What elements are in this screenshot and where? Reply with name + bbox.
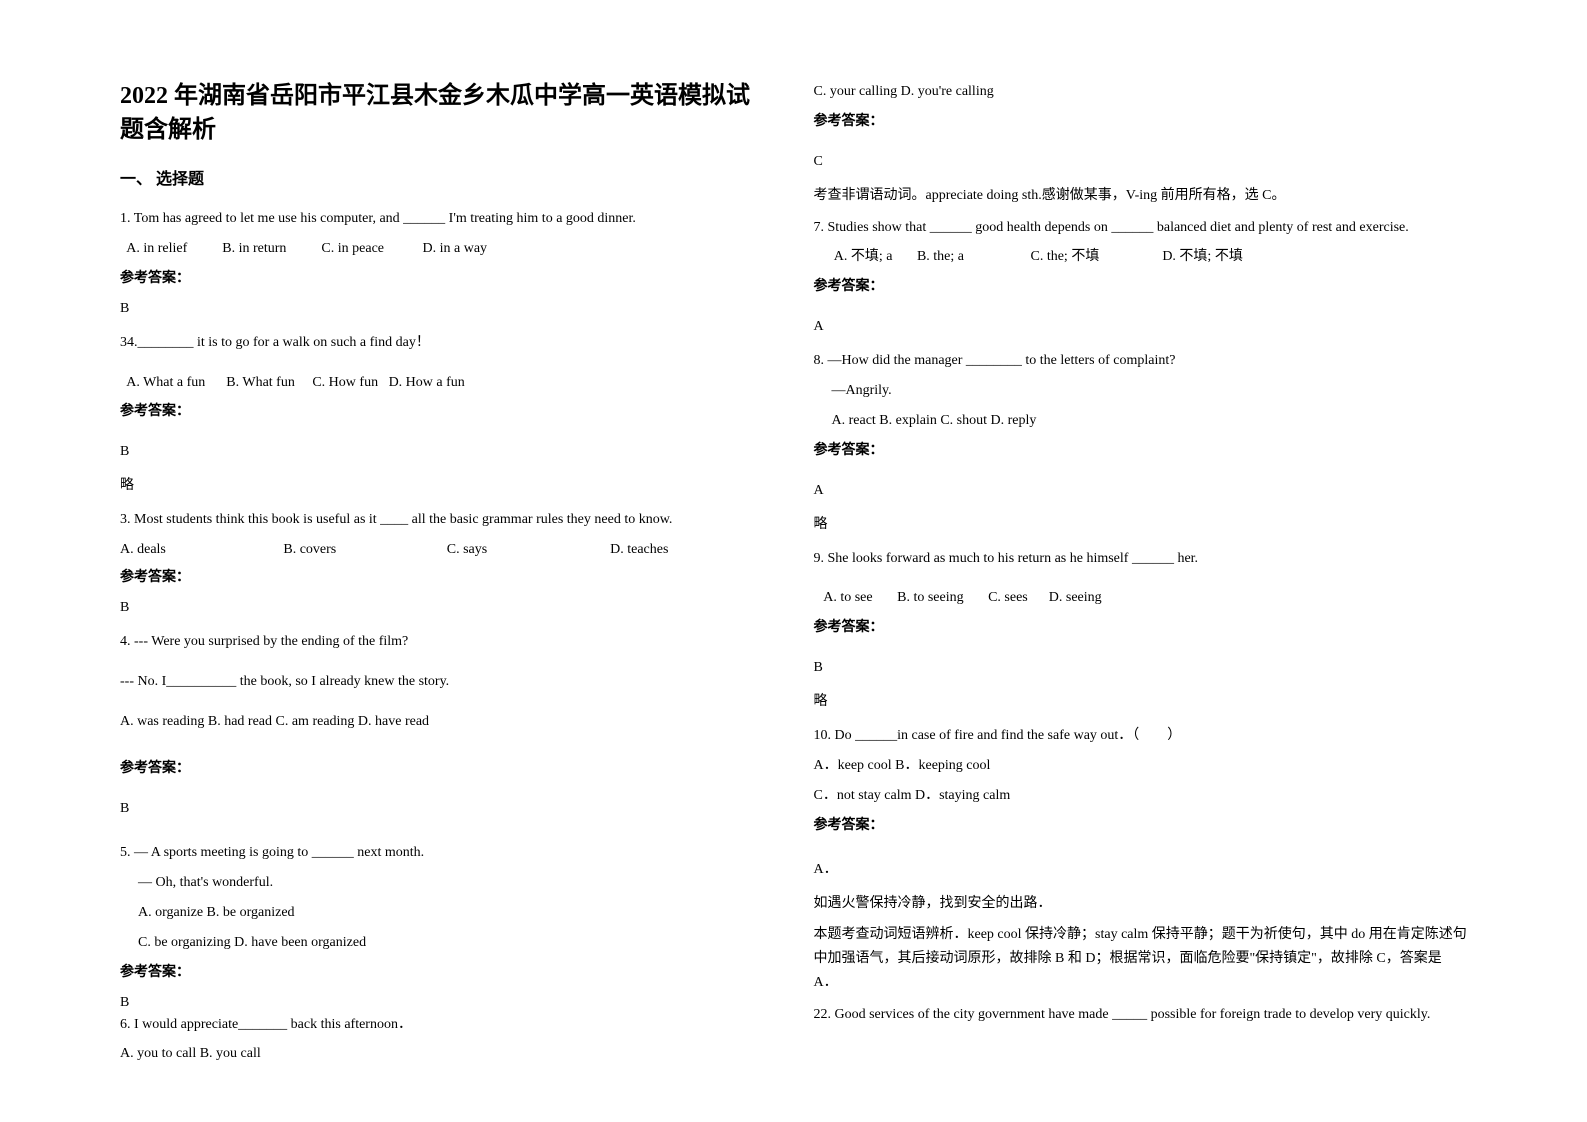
q8-answer-label: 参考答案： [814,439,1468,459]
q6-options2: C. your calling D. you're calling [814,80,1468,104]
q3-opt-d: D. teaches [610,538,773,562]
q3-opt-b: B. covers [283,538,446,562]
q4-text1: 4. --- Were you surprised by the ending … [120,630,774,654]
q6-answer: C [814,154,1468,170]
q3-text: 3. Most students think this book is usef… [120,508,774,532]
q1-answer: B [120,301,774,317]
q2-text: 34.________ it is to go for a walk on su… [120,331,774,355]
q5-options1: A. organize B. be organized [120,901,774,925]
q5-text2: — Oh, that's wonderful. [120,871,774,895]
q2-options: A. What a fun B. What fun C. How fun D. … [120,371,774,395]
q6-options1: A. you to call B. you call [120,1042,774,1066]
q8-options: A. react B. explain C. shout D. reply [814,409,1468,433]
q3-answer-label: 参考答案： [120,566,774,586]
q3-opt-c: C. says [447,538,610,562]
q10-options2: C．not stay calm D．staying calm [814,784,1468,808]
q5-text1: 5. — A sports meeting is going to ______… [120,841,774,865]
q4-options: A. was reading B. had read C. am reading… [120,710,774,734]
q10-answer: A． [814,858,1468,878]
q8-text1: 8. —How did the manager ________ to the … [814,349,1468,373]
right-column: C. your calling D. you're calling 参考答案： … [794,80,1488,1082]
q10-explain1: 如遇火警保持冷静，找到安全的出路． [814,892,1468,916]
q1-options: A. in relief B. in return C. in peace D.… [120,237,774,261]
q10-text: 10. Do ______in case of fire and find th… [814,724,1468,748]
left-column: 2022 年湖南省岳阳市平江县木金乡木瓜中学高一英语模拟试题含解析 一、 选择题… [100,80,794,1082]
q5-answer: B [120,995,774,1011]
q8-text2: —Angrily. [814,379,1468,403]
q6-answer-label: 参考答案： [814,110,1468,130]
q6-text: 6. I would appreciate_______ back this a… [120,1013,774,1037]
q9-extra: 略 [814,690,1468,710]
q4-answer-label: 参考答案： [120,757,774,777]
q2-answer: B [120,444,774,460]
q9-answer-label: 参考答案： [814,616,1468,636]
q7-answer: A [814,319,1468,335]
q3-answer: B [120,600,774,616]
q8-extra: 略 [814,513,1468,533]
page-title: 2022 年湖南省岳阳市平江县木金乡木瓜中学高一英语模拟试题含解析 [120,80,774,147]
q5-answer-label: 参考答案： [120,961,774,981]
q7-options: A. 不填; a B. the; a C. the; 不填 D. 不填; 不填 [814,245,1468,269]
q1-text: 1. Tom has agreed to let me use his comp… [120,207,774,231]
q3-options: A. deals B. covers C. says D. teaches [120,538,774,562]
q8-answer: A [814,483,1468,499]
q4-text2: --- No. I__________ the book, so I alrea… [120,670,774,694]
q5-options2: C. be organizing D. have been organized [120,931,774,955]
q9-answer: B [814,660,1468,676]
q4-answer: B [120,801,774,817]
q7-answer-label: 参考答案： [814,275,1468,295]
section-header: 一、 选择题 [120,165,774,189]
q6-explain: 考查非谓语动词。appreciate doing sth.感谢做某事，V-ing… [814,184,1468,208]
q10-options1: A．keep cool B．keeping cool [814,754,1468,778]
q10-explain2: 本题考查动词短语辨析．keep cool 保持冷静；stay calm 保持平静… [814,923,1468,994]
q7-text: 7. Studies show that ______ good health … [814,216,1468,240]
q10-answer-label: 参考答案： [814,814,1468,834]
q3-opt-a: A. deals [120,538,283,562]
q2-answer-label: 参考答案： [120,400,774,420]
q2-extra: 略 [120,474,774,494]
q22-text: 22. Good services of the city government… [814,1003,1468,1027]
q9-options: A. to see B. to seeing C. sees D. seeing [814,586,1468,610]
q9-text: 9. She looks forward as much to his retu… [814,547,1468,571]
q1-answer-label: 参考答案： [120,267,774,287]
